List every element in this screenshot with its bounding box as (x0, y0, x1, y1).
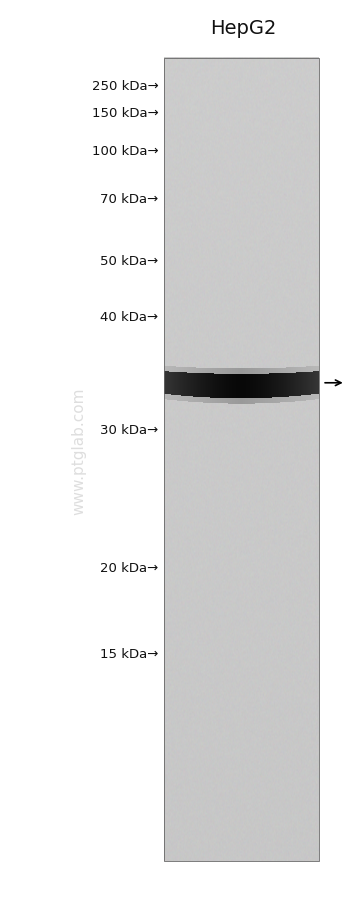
Text: 150 kDa→: 150 kDa→ (92, 107, 158, 120)
Text: 100 kDa→: 100 kDa→ (92, 145, 158, 158)
Text: 50 kDa→: 50 kDa→ (100, 255, 158, 268)
Text: 30 kDa→: 30 kDa→ (100, 424, 158, 437)
Text: 70 kDa→: 70 kDa→ (100, 193, 158, 206)
Text: 20 kDa→: 20 kDa→ (100, 562, 158, 575)
Text: 15 kDa→: 15 kDa→ (100, 648, 158, 660)
Text: www.ptglab.com: www.ptglab.com (72, 387, 87, 515)
Text: 40 kDa→: 40 kDa→ (100, 311, 158, 324)
Bar (164, 59, 319, 861)
Text: 250 kDa→: 250 kDa→ (92, 80, 158, 93)
Text: HepG2: HepG2 (210, 19, 276, 39)
